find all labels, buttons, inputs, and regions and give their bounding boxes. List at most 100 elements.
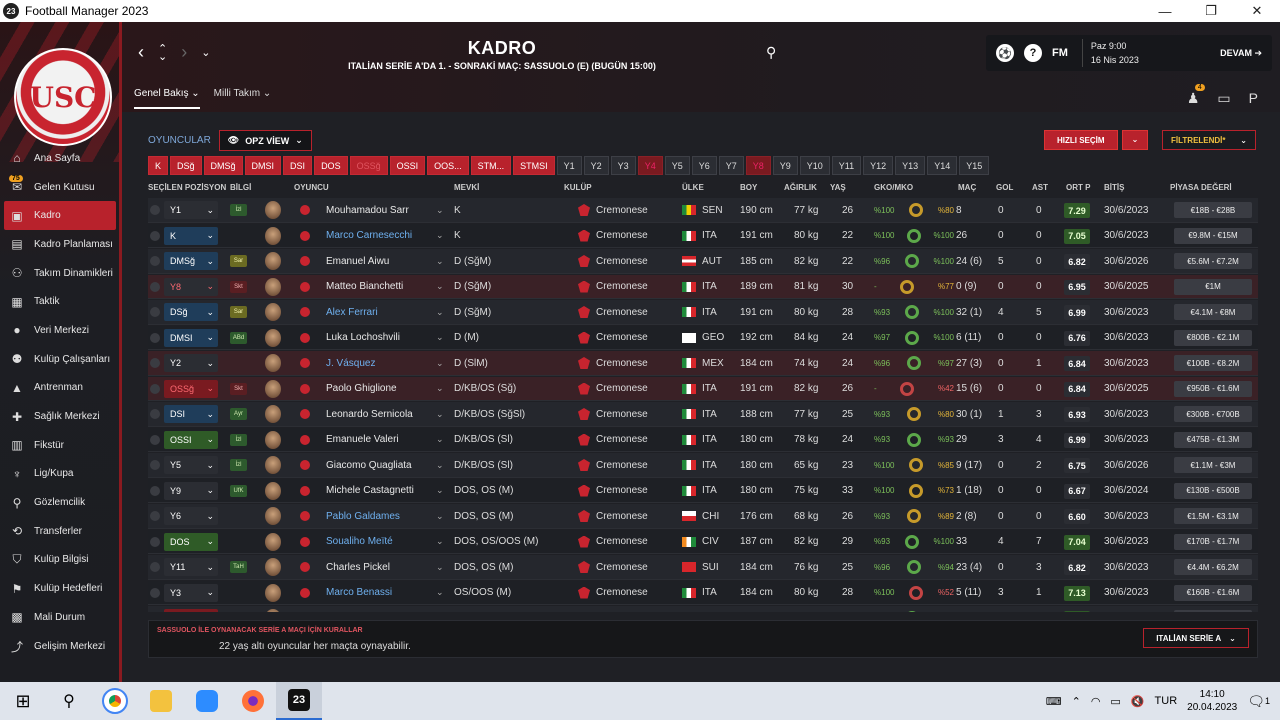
column-header-3[interactable]: MEVKİ bbox=[454, 183, 480, 192]
position-filter-dsğ[interactable]: DSğ bbox=[170, 156, 202, 175]
position-filter-dsi[interactable]: DSI bbox=[283, 156, 313, 175]
player-nation[interactable]: AUT bbox=[682, 249, 742, 274]
sidebar-item-finance[interactable]: ▩ Mali Durum bbox=[0, 603, 122, 632]
info-badge[interactable]: TaH bbox=[230, 561, 247, 573]
close-button[interactable]: ✕ bbox=[1251, 3, 1263, 18]
info-badge[interactable]: Sar bbox=[230, 306, 247, 318]
sidebar-item-data[interactable]: ● Veri Merkezi bbox=[0, 316, 122, 345]
chevron-down-icon[interactable]: ⌄ bbox=[436, 434, 444, 445]
display-icon[interactable]: ▭ bbox=[1217, 90, 1231, 106]
info-badge[interactable]: ABd bbox=[230, 331, 247, 344]
player-name[interactable]: Matteo Bianchetti bbox=[326, 281, 404, 293]
player-club[interactable]: Cremonese bbox=[578, 351, 668, 376]
back-icon[interactable]: ‹ bbox=[138, 42, 144, 62]
sidebar-item-transfer[interactable]: ⟲ Transferler bbox=[0, 517, 122, 546]
ball-icon[interactable]: ⚽ bbox=[996, 44, 1014, 62]
position-filter-y13[interactable]: Y13 bbox=[895, 156, 926, 175]
player-club[interactable]: Cremonese bbox=[578, 377, 668, 402]
player-club[interactable]: Cremonese bbox=[578, 275, 668, 300]
column-header-4[interactable]: KULÜP bbox=[564, 183, 592, 192]
player-club[interactable]: Cremonese bbox=[578, 300, 668, 325]
position-filter-dmsğ[interactable]: DMSğ bbox=[203, 156, 243, 175]
position-filter-oos[interactable]: OOS... bbox=[427, 156, 469, 175]
club-logo[interactable]: USC bbox=[14, 48, 112, 146]
chevron-down-icon[interactable]: ⌄ bbox=[436, 510, 444, 521]
sidebar-item-fixture[interactable]: ▥ Fikstür bbox=[0, 431, 122, 460]
position-filter-k[interactable]: K bbox=[148, 156, 169, 175]
selected-position[interactable]: Y6 ⌄ bbox=[164, 507, 218, 525]
selected-position[interactable]: K ⌄ bbox=[164, 226, 218, 245]
column-header-13[interactable]: ORT P bbox=[1066, 183, 1091, 192]
chevron-down-icon[interactable]: ⌄ bbox=[436, 408, 444, 419]
table-row[interactable]: Y9 ⌄ UfK Michele Castagnetti ⌄ DOS, OS (M) Cre… bbox=[148, 478, 1258, 504]
chevron-down-icon[interactable]: ⌄ bbox=[436, 383, 444, 394]
selected-position[interactable]: DMSğ ⌄ bbox=[164, 252, 218, 270]
player-club[interactable]: Cremonese bbox=[578, 606, 668, 612]
position-filter-y4[interactable]: Y4 bbox=[637, 156, 663, 175]
player-club[interactable]: Cremonese bbox=[578, 530, 668, 555]
row-checkbox[interactable] bbox=[150, 460, 160, 470]
chevron-down-icon[interactable]: ⌄ bbox=[436, 357, 444, 368]
sidebar-item-staff[interactable]: ⚉ Kulüp Çalışanları bbox=[0, 345, 122, 374]
quick-select-dropdown[interactable]: ⌄ bbox=[1121, 130, 1149, 150]
row-checkbox[interactable] bbox=[150, 485, 160, 496]
column-header-10[interactable]: MAÇ bbox=[958, 183, 977, 192]
chevron-down-icon[interactable]: ⌄ bbox=[436, 230, 444, 241]
position-filter-y8[interactable]: Y8 bbox=[745, 156, 771, 175]
search-icon[interactable]: ⚲ bbox=[766, 44, 777, 60]
selected-position[interactable]: DMSI ⌄ bbox=[164, 328, 218, 347]
keyboard-icon[interactable]: ⌨ bbox=[1045, 695, 1062, 708]
minimize-button[interactable]: — bbox=[1158, 3, 1172, 19]
selected-position[interactable]: Y5 ⌄ bbox=[164, 456, 218, 474]
player-nation[interactable]: ITA bbox=[682, 606, 742, 612]
column-header-11[interactable]: GOL bbox=[996, 183, 1014, 192]
column-header-12[interactable]: AST bbox=[1032, 183, 1048, 192]
fm-taskbar-button[interactable]: 23 bbox=[276, 682, 322, 720]
chevron-down-icon[interactable]: ⌄ bbox=[436, 459, 444, 470]
column-header-6[interactable]: BOY bbox=[740, 183, 758, 192]
league-selector[interactable]: ITALİAN SERİE A ⌄ bbox=[1143, 628, 1249, 648]
position-filter-ossğ[interactable]: OSSğ bbox=[349, 156, 388, 175]
row-checkbox[interactable] bbox=[150, 383, 160, 394]
table-row[interactable]: Y2 ⌄ J. Vásquez ⌄ D (SlM) Cremonese MEX 184 cm 7… bbox=[148, 351, 1258, 376]
player-club[interactable]: Cremonese bbox=[578, 479, 668, 504]
battery-icon[interactable]: ▭ bbox=[1110, 695, 1121, 708]
player-club[interactable]: Cremonese bbox=[578, 453, 668, 478]
sidebar-item-dynamics[interactable]: ⚇ Takım Dinamikleri bbox=[0, 259, 122, 288]
chevron-down-icon[interactable]: ⌄ bbox=[436, 587, 444, 598]
sidebar-item-club-info[interactable]: ⛉ Kulüp Bilgisi bbox=[0, 546, 122, 575]
table-row[interactable]: DSğ ⌄ Sar Alex Ferrari ⌄ D (SğM) Cremonese ITA 1… bbox=[148, 300, 1258, 325]
wifi-icon[interactable]: ◠ bbox=[1090, 695, 1101, 708]
forward-icon[interactable]: › bbox=[181, 42, 188, 62]
fm-menu-button[interactable]: FM bbox=[1052, 47, 1068, 59]
player-club[interactable]: Cremonese bbox=[578, 402, 668, 427]
position-filter-stmsi[interactable]: STMSI bbox=[513, 156, 555, 175]
position-filter-y12[interactable]: Y12 bbox=[863, 156, 894, 175]
table-row[interactable]: Y5 ⌄ İzl Giacomo Quagliata ⌄ D/KB/OS (Sl) Crem… bbox=[148, 453, 1258, 478]
row-checkbox[interactable] bbox=[150, 281, 160, 292]
language-indicator[interactable]: TUR bbox=[1154, 695, 1178, 707]
column-header-14[interactable]: BİTİŞ bbox=[1104, 183, 1125, 192]
table-row[interactable]: OO⌄İzlCristian Buonaiuto⌄OOS (SğSlM)Crem… bbox=[148, 606, 1258, 612]
player-nation[interactable]: ITA bbox=[682, 479, 742, 504]
player-nation[interactable]: SEN bbox=[682, 198, 742, 223]
table-row[interactable]: Y1 ⌄ İzl Mouhamadou Sarr ⌄ K Cremonese SEN 190 c… bbox=[148, 198, 1258, 223]
selected-position[interactable]: DOS ⌄ bbox=[164, 532, 218, 551]
player-club[interactable]: Cremonese bbox=[578, 249, 668, 274]
continue-button[interactable]: DEVAM ➔ bbox=[1220, 47, 1262, 58]
row-checkbox[interactable] bbox=[150, 230, 160, 241]
player-nation[interactable]: ITA bbox=[682, 402, 742, 427]
info-badge[interactable]: Sar bbox=[230, 255, 247, 267]
row-checkbox[interactable] bbox=[150, 205, 160, 215]
player-name[interactable]: Emanuel Aiwu bbox=[326, 255, 390, 267]
info-badge[interactable]: Ayr bbox=[230, 408, 247, 420]
table-row[interactable]: DMSğ ⌄ Sar Emanuel Aiwu ⌄ D (SğM) Cremonese AUT… bbox=[148, 249, 1258, 274]
player-nation[interactable]: GEO bbox=[682, 326, 742, 351]
sidebar-item-goals[interactable]: ⚑ Kulüp Hedefleri bbox=[0, 574, 122, 603]
selected-position[interactable]: OSSğ ⌄ bbox=[164, 379, 218, 398]
row-checkbox[interactable] bbox=[150, 409, 160, 419]
position-filter-y11[interactable]: Y11 bbox=[831, 156, 862, 175]
column-header-15[interactable]: PİYASA DEĞERİ bbox=[1170, 183, 1232, 192]
info-badge[interactable]: İzl bbox=[230, 459, 247, 471]
filter-button[interactable]: FİLTRELENDİ* ⌄ bbox=[1162, 130, 1256, 150]
